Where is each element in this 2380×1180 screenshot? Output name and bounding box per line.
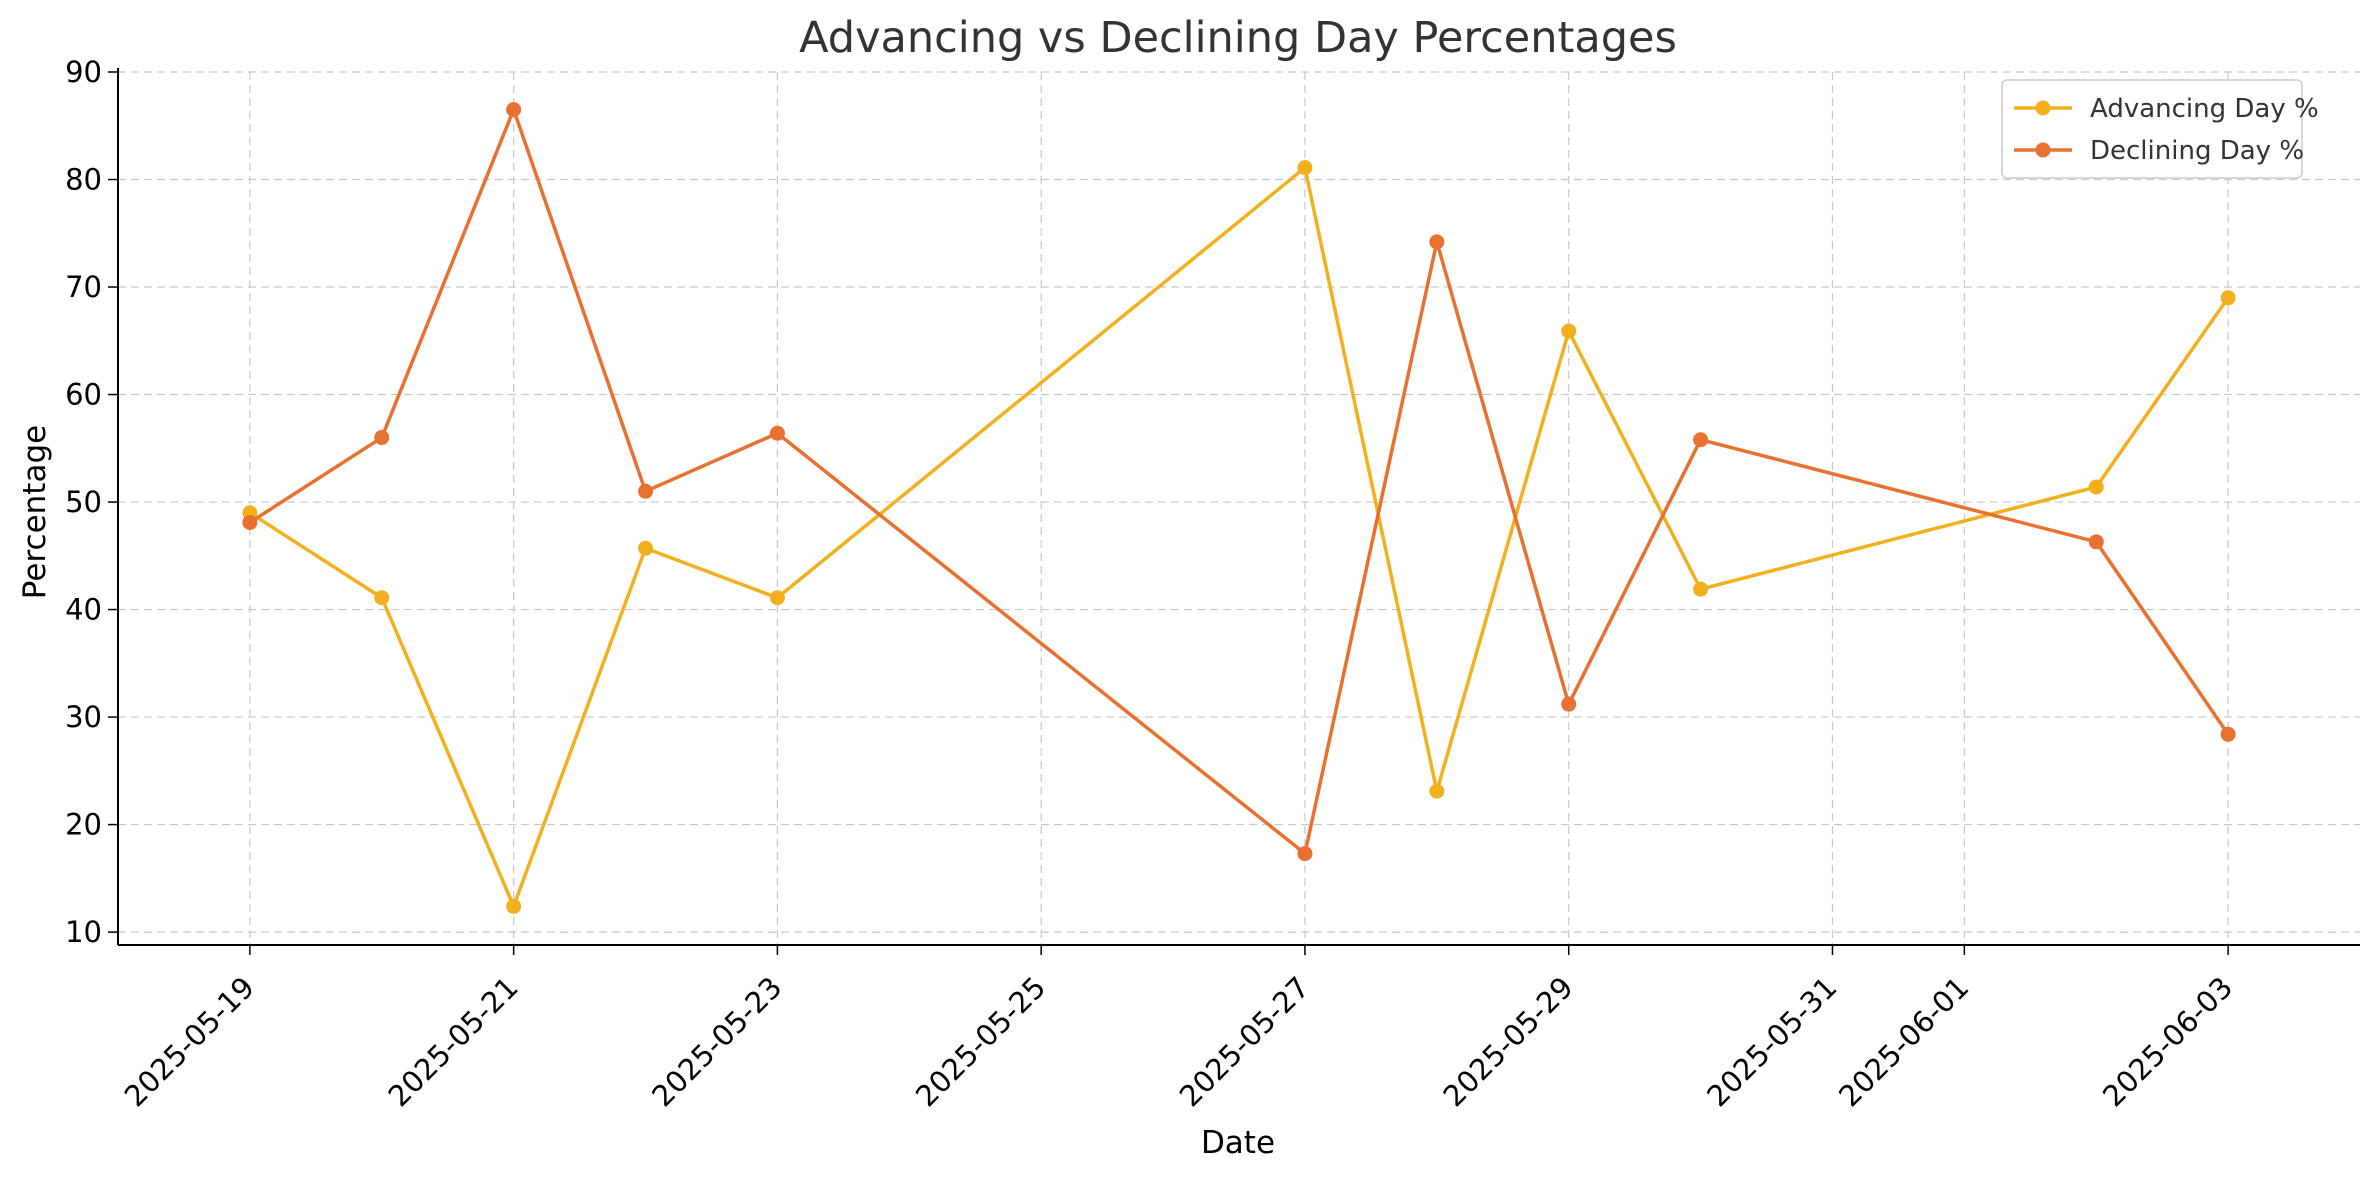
series-group	[242, 102, 2236, 914]
data-point	[1429, 783, 1445, 799]
data-point	[769, 425, 785, 441]
data-point	[2088, 479, 2104, 495]
y-tick-label: 60	[65, 378, 102, 412]
data-point	[638, 540, 654, 556]
data-point	[638, 483, 654, 499]
x-tick-label: 2025-05-21	[382, 970, 525, 1113]
series-declining	[242, 102, 2236, 862]
data-point	[506, 102, 522, 118]
y-tick-label: 40	[65, 593, 102, 627]
y-tick-label: 90	[65, 55, 102, 89]
data-point	[374, 430, 390, 446]
x-tick-label: 2025-05-23	[645, 970, 788, 1113]
legend-box	[2001, 79, 2303, 179]
y-axis-title: Percentage	[17, 425, 53, 599]
series-advancing	[242, 160, 2236, 914]
grid-lines	[118, 71, 2360, 945]
data-point	[1693, 581, 1709, 597]
legend-swatch-marker	[2035, 142, 2051, 158]
x-tick-label: 2025-06-01	[1832, 970, 1975, 1113]
x-tick-label: 2025-05-25	[909, 970, 1052, 1113]
x-tick-label: 2025-05-31	[1700, 970, 1843, 1113]
y-tick-label: 30	[65, 700, 102, 734]
legend-label: Declining Day %	[2090, 136, 2304, 166]
x-axis-ticks: 2025-05-19 2025-05-21 2025-05-23 2025-05-25…	[118, 945, 2239, 1113]
legend-swatch-marker	[2035, 100, 2051, 116]
data-point	[1429, 234, 1445, 250]
data-point	[2220, 290, 2236, 306]
x-tick-label: 2025-06-03	[2096, 970, 2239, 1113]
data-point	[2088, 534, 2104, 550]
x-axis-title: Date	[1201, 1125, 1275, 1161]
data-point	[242, 514, 258, 530]
legend-label: Advancing Day %	[2090, 94, 2319, 124]
y-tick-label: 20	[65, 808, 102, 842]
x-tick-label: 2025-05-29	[1437, 970, 1580, 1113]
data-point	[1297, 160, 1313, 176]
x-tick-label: 2025-05-19	[118, 970, 261, 1113]
legend: Advancing Day % Declining Day %	[2001, 79, 2319, 179]
data-point	[2220, 726, 2236, 742]
y-tick-label: 10	[65, 915, 102, 949]
data-point	[769, 590, 785, 606]
chart-title: Advancing vs Declining Day Percentages	[799, 13, 1677, 63]
data-point	[374, 590, 390, 606]
data-point	[1693, 432, 1709, 448]
data-point	[1297, 846, 1313, 862]
axes	[117, 68, 2360, 946]
x-tick-label: 2025-05-27	[1173, 970, 1316, 1113]
data-point	[506, 898, 522, 914]
data-point	[1561, 323, 1577, 339]
y-tick-label: 80	[65, 163, 102, 197]
series-line	[248, 165, 2230, 909]
y-axis-ticks: 10 20 30 40 50 60 70 80 90	[65, 55, 118, 949]
y-tick-label: 70	[65, 270, 102, 304]
data-point	[1561, 696, 1577, 712]
y-tick-label: 50	[65, 485, 102, 519]
